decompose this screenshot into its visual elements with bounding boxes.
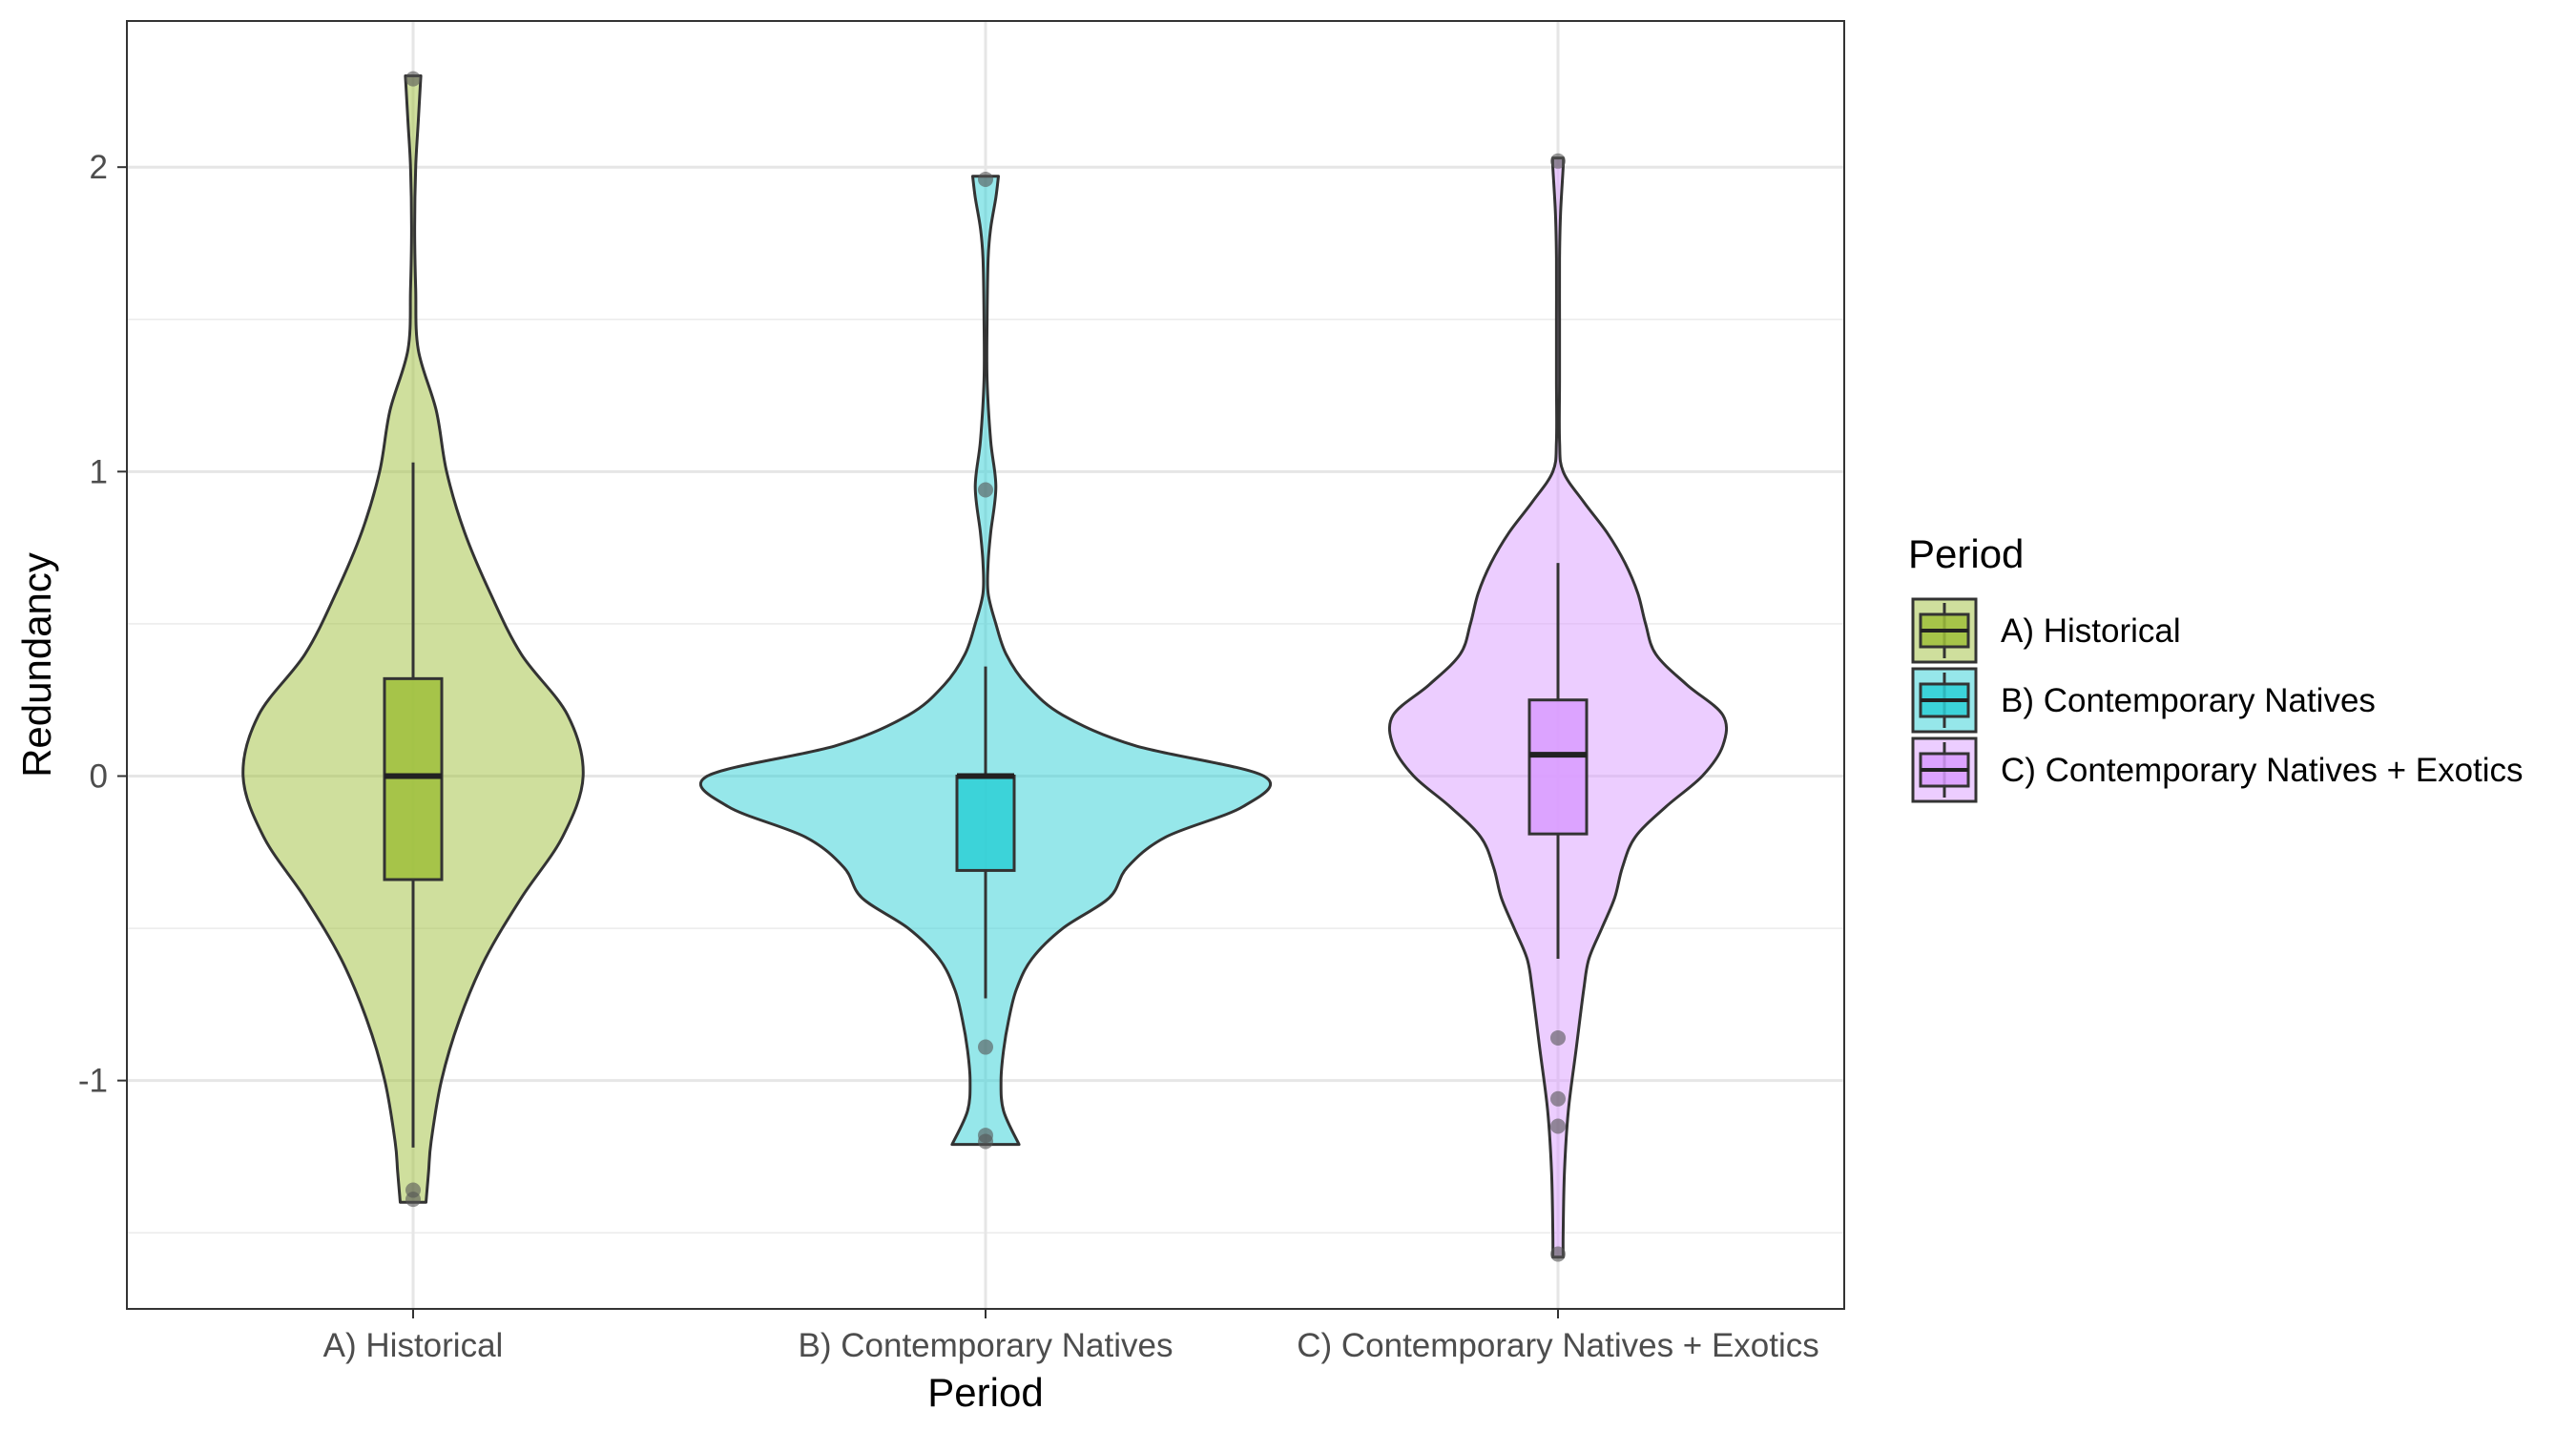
legend-title: Period [1908, 531, 2024, 576]
outlier-point [405, 71, 421, 87]
legend-item-2: B) Contemporary Natives [1911, 667, 2376, 734]
plot-panel [126, 20, 1845, 1310]
outlier-point [1550, 1118, 1566, 1134]
outlier-layer [405, 71, 1566, 1262]
outlier-point [978, 1133, 993, 1150]
outlier-point [1550, 1246, 1566, 1262]
legend: Period A) Historical B) Contemporary Nati… [1908, 531, 2524, 803]
legend-item-1: A) Historical [1911, 597, 2181, 664]
outlier-point [978, 1039, 993, 1055]
box-1 [383, 676, 444, 881]
legend-item-3: C) Contemporary Natives + Exotics [1911, 736, 2524, 803]
violin-2 [699, 175, 1272, 1147]
x-tick-label: B) Contemporary Natives [799, 1327, 1174, 1364]
outlier-point [405, 1192, 421, 1208]
outlier-point [1550, 1029, 1566, 1046]
boxplot-layer [383, 462, 1589, 1148]
outlier-point [978, 171, 993, 187]
y-axis-title: Redundancy [14, 552, 59, 778]
x-axis-title: Period [927, 1370, 1043, 1415]
outlier-point [1550, 153, 1566, 169]
y-axis: -1 0 1 2 [78, 149, 127, 1100]
outlier-point [978, 482, 993, 498]
y-tick-label: 2 [90, 149, 108, 186]
box-2 [955, 774, 1016, 872]
y-tick-label: 1 [90, 453, 108, 490]
x-tick-label: A) Historical [323, 1327, 504, 1364]
legend-items: A) Historical B) Contemporary Natives C) C… [1911, 597, 2524, 803]
legend-label: B) Contemporary Natives [2001, 682, 2376, 719]
legend-label: C) Contemporary Natives + Exotics [2001, 752, 2524, 789]
y-tick-label: 0 [90, 757, 108, 795]
legend-label: A) Historical [2001, 612, 2181, 650]
x-tick-label: C) Contemporary Natives + Exotics [1297, 1327, 1819, 1364]
box-3 [1527, 698, 1589, 836]
outlier-point [1550, 1090, 1566, 1107]
y-tick-label: -1 [78, 1063, 108, 1100]
x-axis: A) Historical B) Contemporary Natives C) C… [323, 1309, 1819, 1364]
